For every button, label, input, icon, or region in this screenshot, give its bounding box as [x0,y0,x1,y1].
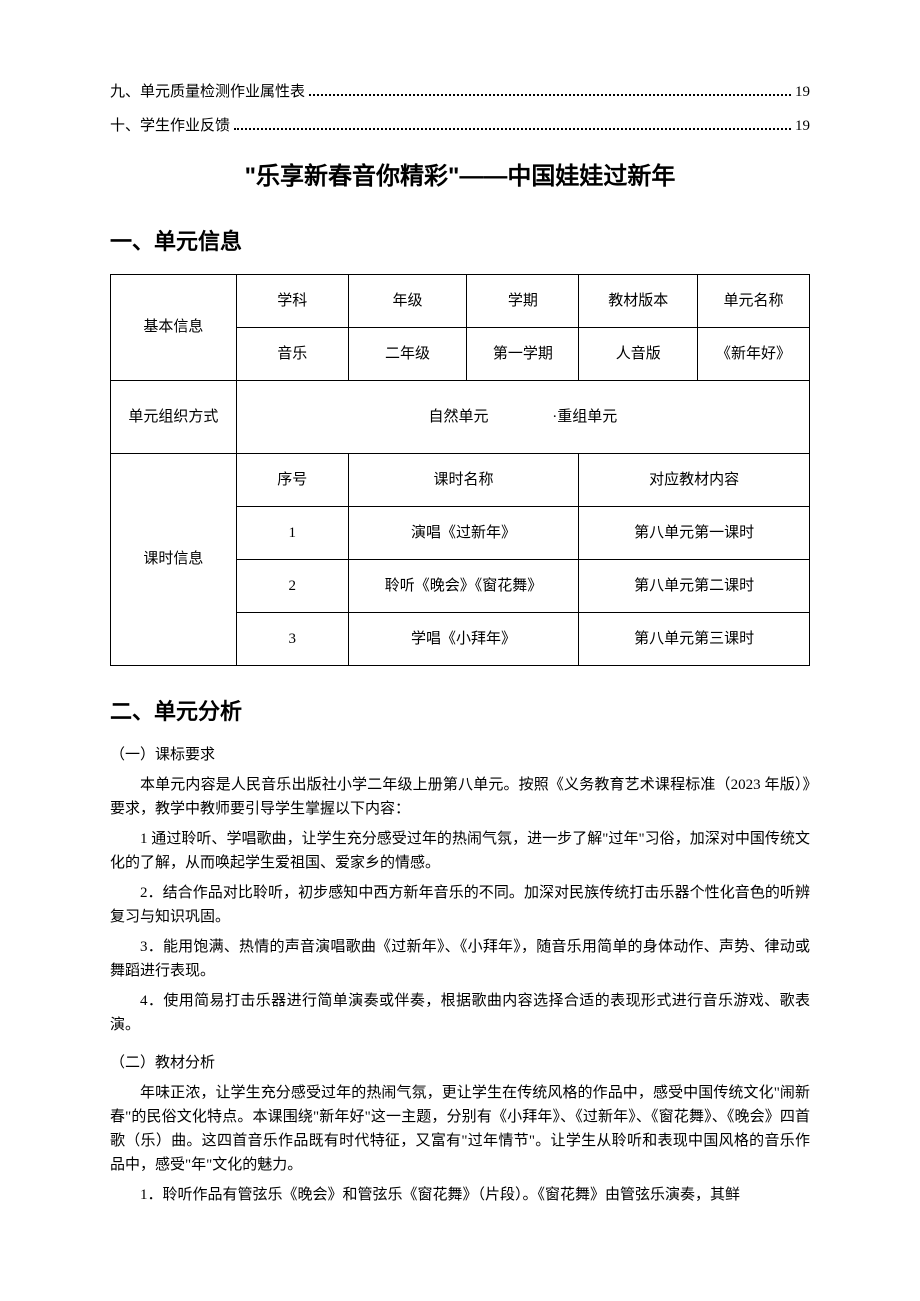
toc-line-9: 九、单元质量检测作业属性表 19 [110,80,810,104]
lesson-no: 2 [236,559,348,612]
basic-info-label: 基本信息 [111,274,237,380]
lesson-name: 聆听《晚会》《窗花舞》 [348,559,579,612]
sub2-item-1: 1．聆听作品有管弦乐《晚会》和管弦乐《窗花舞》（片段）。《窗花舞》由管弦乐演奏，… [110,1183,810,1207]
org-mode-label: 单元组织方式 [111,380,237,453]
sub2-title: （二）教材分析 [110,1051,810,1075]
lesson-content: 第八单元第三课时 [579,612,810,665]
page-title: "乐享新春音你精彩"——中国娃娃过新年 [110,158,810,196]
section-2-heading: 二、单元分析 [110,694,810,729]
lesson-no: 3 [236,612,348,665]
th-textbook: 教材版本 [579,274,698,327]
sub1-title: （一）课标要求 [110,743,810,767]
sub1-intro: 本单元内容是人民音乐出版社小学二年级上册第八单元。按照《义务教育艺术课程标准（2… [110,773,810,821]
lesson-no: 1 [236,506,348,559]
sub1-item-1: 1 通过聆听、学唱歌曲，让学生充分感受过年的热闹气氛，进一步了解"过年"习俗，加… [110,827,810,875]
td-grade: 二年级 [348,327,467,380]
sub1-item-3: 3．能用饱满、热情的声音演唱歌曲《过新年》、《小拜年》，随音乐用简单的身体动作、… [110,935,810,983]
th-lesson-content: 对应教材内容 [579,453,810,506]
toc-label: 十、学生作业反馈 [110,114,230,138]
lesson-name: 学唱《小拜年》 [348,612,579,665]
lesson-content: 第八单元第二课时 [579,559,810,612]
toc-line-10: 十、学生作业反馈 19 [110,114,810,138]
sub1-item-2: 2．结合作品对比聆听，初步感知中西方新年音乐的不同。加深对民族传统打击乐器个性化… [110,881,810,929]
sub1-item-4: 4．使用简易打击乐器进行简单演奏或伴奏，根据歌曲内容选择合适的表现形式进行音乐游… [110,989,810,1037]
org-opt-natural: 自然单元 [429,405,489,429]
th-unitname: 单元名称 [698,274,810,327]
section-1-heading: 一、单元信息 [110,224,810,259]
lesson-name: 演唱《过新年》 [348,506,579,559]
td-subject: 音乐 [236,327,348,380]
th-subject: 学科 [236,274,348,327]
lesson-info-label: 课时信息 [111,453,237,665]
toc-label: 九、单元质量检测作业属性表 [110,80,305,104]
th-term: 学期 [467,274,579,327]
sub2-p1: 年味正浓，让学生充分感受过年的热闹气氛，更让学生在传统风格的作品中，感受中国传统… [110,1081,810,1177]
lesson-content: 第八单元第一课时 [579,506,810,559]
td-term: 第一学期 [467,327,579,380]
th-lesson-name: 课时名称 [348,453,579,506]
td-textbook: 人音版 [579,327,698,380]
unit-info-table: 基本信息 学科 年级 学期 教材版本 单元名称 音乐 二年级 第一学期 人音版 … [110,274,810,666]
toc-page: 19 [795,114,810,138]
toc-page: 19 [795,80,810,104]
td-unitname: 《新年好》 [698,327,810,380]
th-no: 序号 [236,453,348,506]
th-grade: 年级 [348,274,467,327]
org-opt-reorg: ·重组单元 [552,405,617,429]
org-mode-options: 自然单元 ·重组单元 [236,380,809,453]
toc-dots [234,116,791,130]
toc-dots [309,82,791,96]
